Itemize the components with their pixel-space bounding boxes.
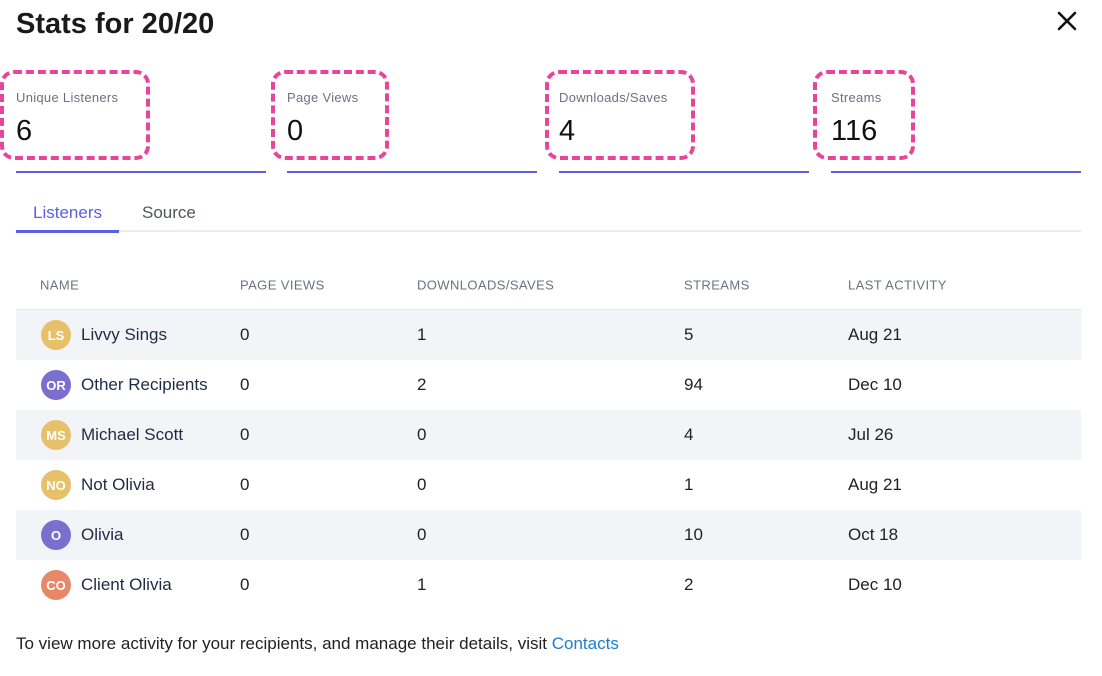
listeners-table: NAME PAGE VIEWS DOWNLOADS/SAVES STREAMS … xyxy=(16,260,1081,610)
stat-label: Unique Listeners xyxy=(16,90,119,105)
downloads-value: 0 xyxy=(417,475,427,494)
downloads-value: 1 xyxy=(417,325,427,344)
col-downloads[interactable]: DOWNLOADS/SAVES xyxy=(417,277,555,292)
stat-underline xyxy=(16,171,266,173)
table-row[interactable]: OR Other Recipients 0 2 94 Dec 10 xyxy=(16,360,1081,410)
table-row[interactable]: NO Not Olivia 0 0 1 Aug 21 xyxy=(16,460,1081,510)
col-streams[interactable]: STREAMS xyxy=(684,277,750,292)
downloads-value: 2 xyxy=(417,375,427,394)
highlight-box xyxy=(545,70,695,160)
highlight-box xyxy=(271,70,389,160)
close-icon[interactable] xyxy=(1054,8,1080,34)
page-views-value: 0 xyxy=(240,425,250,444)
footer-text: To view more activity for your recipient… xyxy=(16,634,552,653)
table-row[interactable]: O Olivia 0 0 10 Oct 18 xyxy=(16,510,1081,560)
page-views-value: 0 xyxy=(240,475,250,494)
downloads-value: 0 xyxy=(417,525,427,544)
streams-value: 94 xyxy=(684,375,703,394)
recipient-name[interactable]: Other Recipients xyxy=(81,375,208,394)
page-views-value: 0 xyxy=(240,525,250,544)
stat-value: 116 xyxy=(831,115,878,147)
last-activity-value: Aug 21 xyxy=(848,325,902,344)
recipient-name[interactable]: Olivia xyxy=(81,525,124,544)
stat-value: 6 xyxy=(16,115,33,147)
downloads-value: 1 xyxy=(417,575,427,594)
col-page-views[interactable]: PAGE VIEWS xyxy=(240,277,325,292)
last-activity-value: Jul 26 xyxy=(848,425,894,444)
streams-value: 10 xyxy=(684,525,703,544)
stat-value: 0 xyxy=(287,115,304,147)
contacts-link[interactable]: Contacts xyxy=(551,634,619,653)
stat-streams: Streams 116 xyxy=(813,70,1081,173)
stat-label: Page Views xyxy=(287,90,359,105)
streams-value: 5 xyxy=(684,325,694,344)
last-activity-value: Oct 18 xyxy=(848,525,899,544)
stat-underline xyxy=(287,171,537,173)
tab-listeners[interactable]: Listeners xyxy=(16,203,119,233)
stat-underline xyxy=(559,171,809,173)
table-row[interactable]: CO Client Olivia 0 1 2 Dec 10 xyxy=(16,560,1081,610)
col-last-activity[interactable]: LAST ACTIVITY xyxy=(848,277,947,292)
stat-label: Streams xyxy=(831,90,882,105)
avatar: LS xyxy=(41,320,71,350)
stat-underline xyxy=(831,171,1081,173)
table-header: NAME PAGE VIEWS DOWNLOADS/SAVES STREAMS … xyxy=(16,260,1081,310)
col-name[interactable]: NAME xyxy=(40,277,80,292)
recipient-name[interactable]: Not Olivia xyxy=(81,475,155,494)
tab-bar: Listeners Source xyxy=(16,196,1081,233)
last-activity-value: Dec 10 xyxy=(848,375,902,394)
streams-value: 4 xyxy=(684,425,694,444)
highlight-box xyxy=(813,70,915,160)
page-views-value: 0 xyxy=(240,375,250,394)
avatar: O xyxy=(41,520,71,550)
tab-source[interactable]: Source xyxy=(142,203,196,222)
stat-page-views: Page Views 0 xyxy=(271,70,537,173)
last-activity-value: Aug 21 xyxy=(848,475,902,494)
streams-value: 1 xyxy=(684,475,694,494)
page-title: Stats for 20/20 xyxy=(16,8,215,40)
recipient-name[interactable]: Michael Scott xyxy=(81,425,184,444)
stat-unique-listeners: Unique Listeners 6 xyxy=(0,70,266,173)
last-activity-value: Dec 10 xyxy=(848,575,902,594)
stat-label: Downloads/Saves xyxy=(559,90,668,105)
page-views-value: 0 xyxy=(240,325,250,344)
table-row[interactable]: LS Livvy Sings 0 1 5 Aug 21 xyxy=(16,310,1081,360)
recipient-name[interactable]: Client Olivia xyxy=(81,575,172,594)
avatar: NO xyxy=(41,470,71,500)
recipient-name[interactable]: Livvy Sings xyxy=(81,325,167,344)
avatar: OR xyxy=(41,370,71,400)
page-views-value: 0 xyxy=(240,575,250,594)
avatar: MS xyxy=(41,420,71,450)
stat-downloads: Downloads/Saves 4 xyxy=(545,70,809,173)
stat-value: 4 xyxy=(559,115,576,147)
footer-note: To view more activity for your recipient… xyxy=(16,634,619,654)
avatar: CO xyxy=(41,570,71,600)
highlight-box xyxy=(0,70,150,160)
downloads-value: 0 xyxy=(417,425,427,444)
table-row[interactable]: MS Michael Scott 0 0 4 Jul 26 xyxy=(16,410,1081,460)
streams-value: 2 xyxy=(684,575,694,594)
